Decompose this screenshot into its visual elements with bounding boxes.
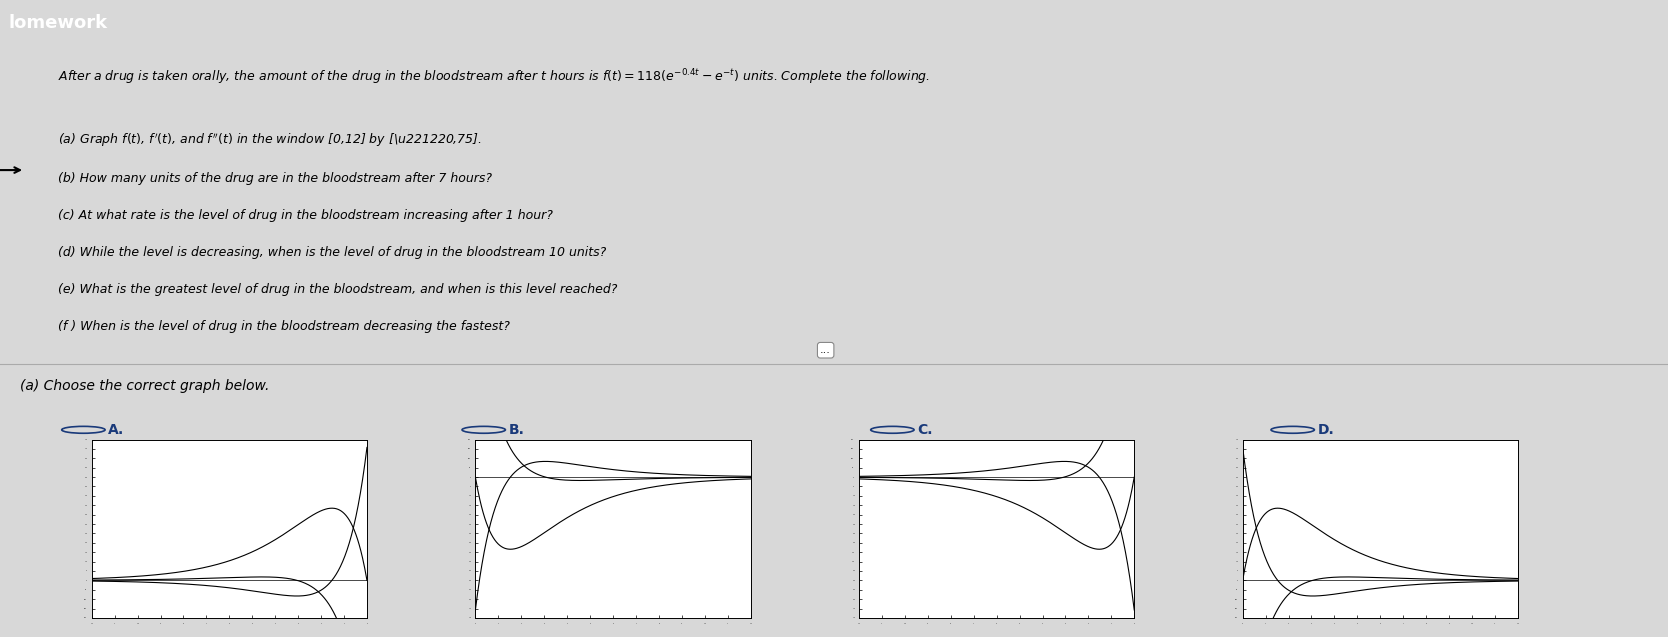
Text: lomework: lomework [8, 14, 107, 32]
Text: B.: B. [509, 423, 525, 437]
Text: (c) At what rate is the level of drug in the bloodstream increasing after 1 hour: (c) At what rate is the level of drug in… [58, 209, 554, 222]
Text: A.: A. [108, 423, 125, 437]
Text: (d) While the level is decreasing, when is the level of drug in the bloodstream : (d) While the level is decreasing, when … [58, 246, 607, 259]
Text: ...: ... [821, 345, 831, 355]
Text: (f ) When is the level of drug in the bloodstream decreasing the fastest?: (f ) When is the level of drug in the bl… [58, 320, 510, 333]
Text: (a) Graph $\mathit{f}(\mathit{t})$, $\mathit{f}'(\mathit{t})$, and $\mathit{f}'': (a) Graph $\mathit{f}(\mathit{t})$, $\ma… [58, 131, 482, 149]
Text: D.: D. [1318, 423, 1334, 437]
Text: (b) How many units of the drug are in the bloodstream after 7 hours?: (b) How many units of the drug are in th… [58, 172, 492, 185]
Text: C.: C. [917, 423, 932, 437]
Text: After a drug is taken orally, the amount of the drug in the bloodstream after t : After a drug is taken orally, the amount… [58, 67, 931, 87]
Text: (e) What is the greatest level of drug in the bloodstream, and when is this leve: (e) What is the greatest level of drug i… [58, 283, 617, 296]
Text: (a) Choose the correct graph below.: (a) Choose the correct graph below. [20, 380, 270, 393]
